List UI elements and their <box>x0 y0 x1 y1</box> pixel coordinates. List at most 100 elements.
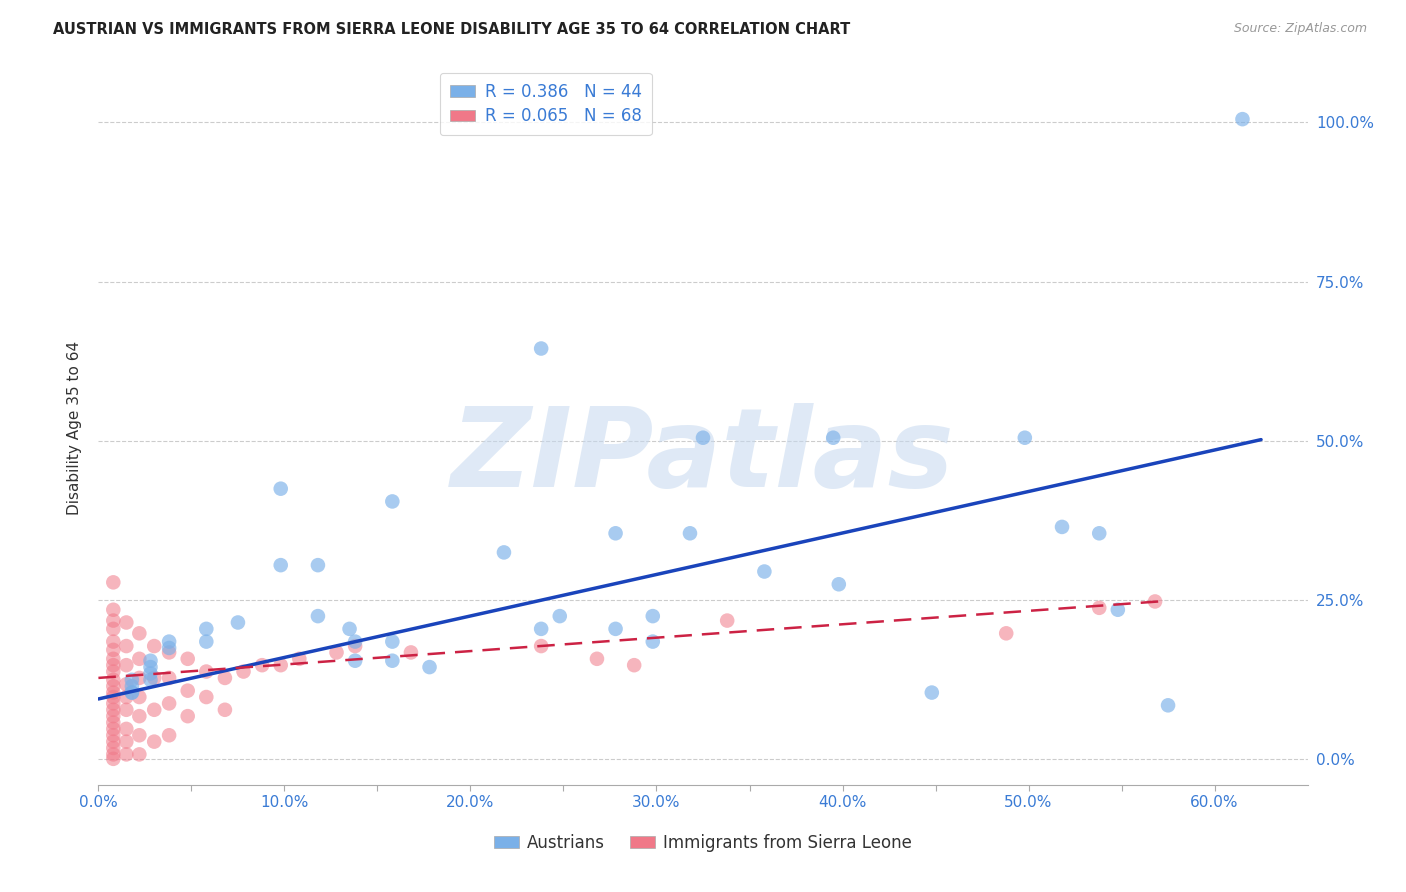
Point <box>195 622 218 636</box>
Point <box>115 639 138 653</box>
Point <box>115 747 138 762</box>
Point <box>1107 603 1129 617</box>
Point <box>641 634 664 648</box>
Point <box>399 645 422 659</box>
Point <box>828 577 851 591</box>
Point <box>492 545 515 559</box>
Point <box>214 703 236 717</box>
Point <box>679 526 702 541</box>
Point <box>103 603 125 617</box>
Point <box>1088 526 1111 541</box>
Point <box>115 615 138 630</box>
Point <box>103 575 125 590</box>
Point <box>157 634 180 648</box>
Point <box>143 734 166 748</box>
Point <box>103 634 125 648</box>
Point <box>157 671 180 685</box>
Point <box>605 526 627 541</box>
Point <box>921 685 943 699</box>
Point <box>115 690 138 704</box>
Point <box>232 665 254 679</box>
Point <box>103 747 125 762</box>
Point <box>381 494 404 508</box>
Point <box>128 747 150 762</box>
Point <box>115 734 138 748</box>
Point <box>115 658 138 673</box>
Point <box>530 622 553 636</box>
Point <box>128 626 150 640</box>
Point <box>692 431 714 445</box>
Point <box>143 671 166 685</box>
Point <box>103 643 125 657</box>
Point <box>344 654 367 668</box>
Point <box>754 565 776 579</box>
Point <box>103 652 125 666</box>
Point <box>307 558 329 573</box>
Point <box>250 658 273 673</box>
Point <box>270 658 292 673</box>
Point <box>157 645 180 659</box>
Point <box>115 722 138 736</box>
Point <box>195 634 218 648</box>
Point <box>288 652 311 666</box>
Point <box>139 654 162 668</box>
Point <box>128 728 150 742</box>
Point <box>270 482 292 496</box>
Point <box>103 658 125 673</box>
Point <box>623 658 645 673</box>
Point <box>103 614 125 628</box>
Point <box>716 614 738 628</box>
Point <box>103 728 125 742</box>
Point <box>344 634 367 648</box>
Point <box>195 690 218 704</box>
Point <box>103 715 125 730</box>
Point <box>103 622 125 636</box>
Point <box>381 634 404 648</box>
Point <box>121 679 143 693</box>
Point <box>307 609 329 624</box>
Point <box>157 640 180 655</box>
Point <box>270 558 292 573</box>
Point <box>995 626 1018 640</box>
Point <box>1144 594 1167 608</box>
Point <box>1050 520 1073 534</box>
Point <box>121 685 143 699</box>
Point <box>641 609 664 624</box>
Point <box>419 660 441 674</box>
Point <box>103 673 125 687</box>
Text: ZIPatlas: ZIPatlas <box>451 403 955 510</box>
Point <box>139 666 162 681</box>
Point <box>128 690 150 704</box>
Point <box>103 697 125 711</box>
Point <box>103 685 125 699</box>
Point <box>177 652 200 666</box>
Point <box>1088 600 1111 615</box>
Point <box>115 703 138 717</box>
Point <box>103 734 125 748</box>
Point <box>128 671 150 685</box>
Point <box>103 722 125 736</box>
Point <box>128 652 150 666</box>
Point <box>1157 698 1180 713</box>
Point <box>143 639 166 653</box>
Point <box>115 677 138 691</box>
Point <box>103 665 125 679</box>
Point <box>139 660 162 674</box>
Point <box>103 752 125 766</box>
Point <box>103 690 125 704</box>
Point <box>139 673 162 687</box>
Point <box>157 697 180 711</box>
Text: Source: ZipAtlas.com: Source: ZipAtlas.com <box>1233 22 1367 36</box>
Point <box>586 652 609 666</box>
Point <box>103 709 125 723</box>
Point <box>530 342 553 356</box>
Point <box>103 741 125 756</box>
Point <box>128 709 150 723</box>
Point <box>548 609 571 624</box>
Point <box>344 639 367 653</box>
Point <box>1232 112 1254 127</box>
Text: AUSTRIAN VS IMMIGRANTS FROM SIERRA LEONE DISABILITY AGE 35 TO 64 CORRELATION CHA: AUSTRIAN VS IMMIGRANTS FROM SIERRA LEONE… <box>53 22 851 37</box>
Point <box>103 703 125 717</box>
Point <box>214 671 236 685</box>
Point <box>226 615 249 630</box>
